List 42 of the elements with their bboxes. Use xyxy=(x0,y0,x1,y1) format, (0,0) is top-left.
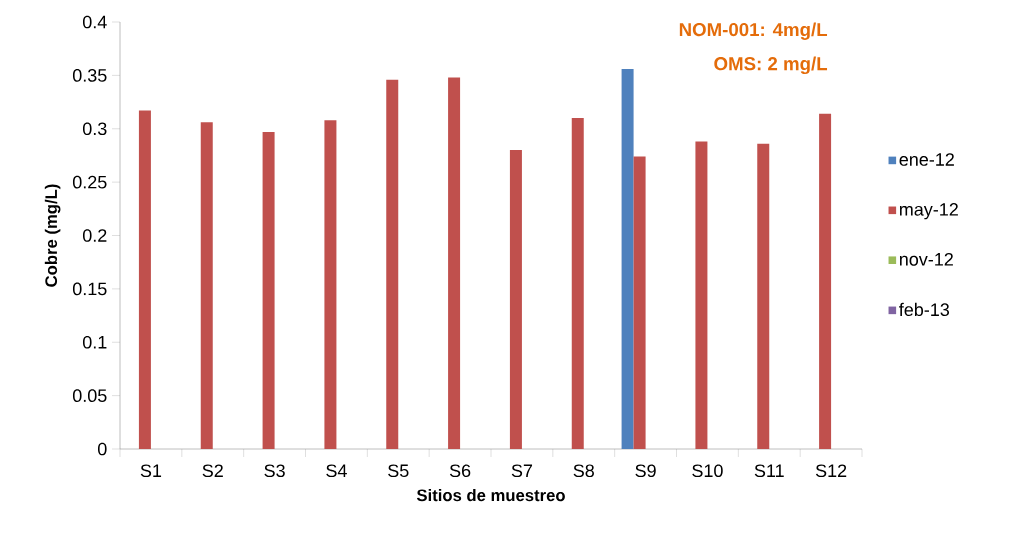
legend-label: nov-12 xyxy=(899,252,953,266)
x-tick-label: S9 xyxy=(635,464,656,478)
y-tick-label: 0.05 xyxy=(72,389,107,402)
bar xyxy=(138,110,151,449)
x-tick-label: S5 xyxy=(388,464,409,478)
bar xyxy=(509,150,522,449)
y-tick-label: 0.3 xyxy=(82,122,107,136)
bar xyxy=(571,118,584,449)
legend-label: ene-12 xyxy=(899,153,954,166)
x-axis-title: Sitios de muestreo xyxy=(416,488,565,502)
annotation: NOM-001: 4mg/L xyxy=(679,22,828,40)
bar xyxy=(324,120,337,449)
bar xyxy=(757,143,770,449)
y-tick-label: 0.35 xyxy=(72,69,107,82)
x-tick-label: S4 xyxy=(326,464,347,478)
y-tick-label: 0.4 xyxy=(82,15,107,29)
x-tick-label: S6 xyxy=(449,464,471,478)
bar xyxy=(695,141,708,449)
y-tick-label: 0.15 xyxy=(72,282,107,296)
y-tick-label: 0.2 xyxy=(82,229,107,242)
bar xyxy=(819,113,832,449)
y-tick-label: 0.25 xyxy=(72,175,107,189)
x-tick-label: S11 xyxy=(754,464,784,478)
y-tick-label: 0 xyxy=(97,442,107,456)
x-tick-label: S8 xyxy=(573,464,594,478)
legend-label: may-12 xyxy=(899,203,958,220)
x-tick-label: S2 xyxy=(202,464,223,478)
y-tick-label: 0.1 xyxy=(82,335,107,349)
x-tick-label: S3 xyxy=(264,464,285,478)
bar xyxy=(386,79,399,449)
legend-label: feb-13 xyxy=(899,302,950,317)
x-tick-label: S1 xyxy=(140,464,162,478)
bar xyxy=(448,77,461,449)
x-tick-label: S12 xyxy=(815,464,847,478)
bar xyxy=(621,68,634,449)
y-axis-title: Cobre (mg/L) xyxy=(44,184,61,287)
bar xyxy=(200,122,213,449)
x-tick-label: S10 xyxy=(692,464,723,478)
x-tick-label: S7 xyxy=(511,464,533,478)
bar xyxy=(262,131,275,449)
bar xyxy=(633,156,646,449)
annotation: OMS: 2 mg/L xyxy=(714,56,828,75)
